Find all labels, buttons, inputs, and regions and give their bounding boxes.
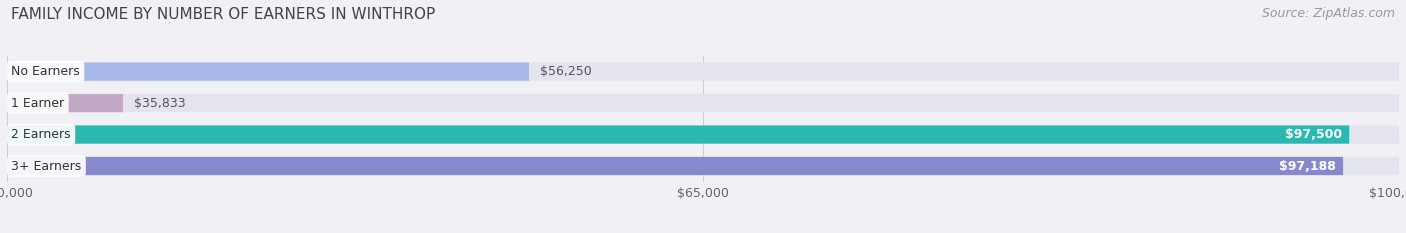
FancyBboxPatch shape — [7, 62, 1399, 81]
FancyBboxPatch shape — [7, 157, 1343, 175]
Text: FAMILY INCOME BY NUMBER OF EARNERS IN WINTHROP: FAMILY INCOME BY NUMBER OF EARNERS IN WI… — [11, 7, 436, 22]
Text: Source: ZipAtlas.com: Source: ZipAtlas.com — [1261, 7, 1395, 20]
FancyBboxPatch shape — [7, 157, 1399, 175]
Text: No Earners: No Earners — [11, 65, 80, 78]
FancyBboxPatch shape — [7, 94, 1399, 112]
FancyBboxPatch shape — [7, 125, 1350, 144]
FancyBboxPatch shape — [7, 125, 1399, 144]
Text: 1 Earner: 1 Earner — [11, 97, 65, 110]
Text: $35,833: $35,833 — [134, 97, 186, 110]
Text: 2 Earners: 2 Earners — [11, 128, 70, 141]
Text: $56,250: $56,250 — [540, 65, 592, 78]
Text: $97,188: $97,188 — [1279, 160, 1336, 172]
FancyBboxPatch shape — [7, 94, 122, 112]
Text: 3+ Earners: 3+ Earners — [11, 160, 82, 172]
FancyBboxPatch shape — [7, 62, 529, 81]
Text: $97,500: $97,500 — [1285, 128, 1343, 141]
